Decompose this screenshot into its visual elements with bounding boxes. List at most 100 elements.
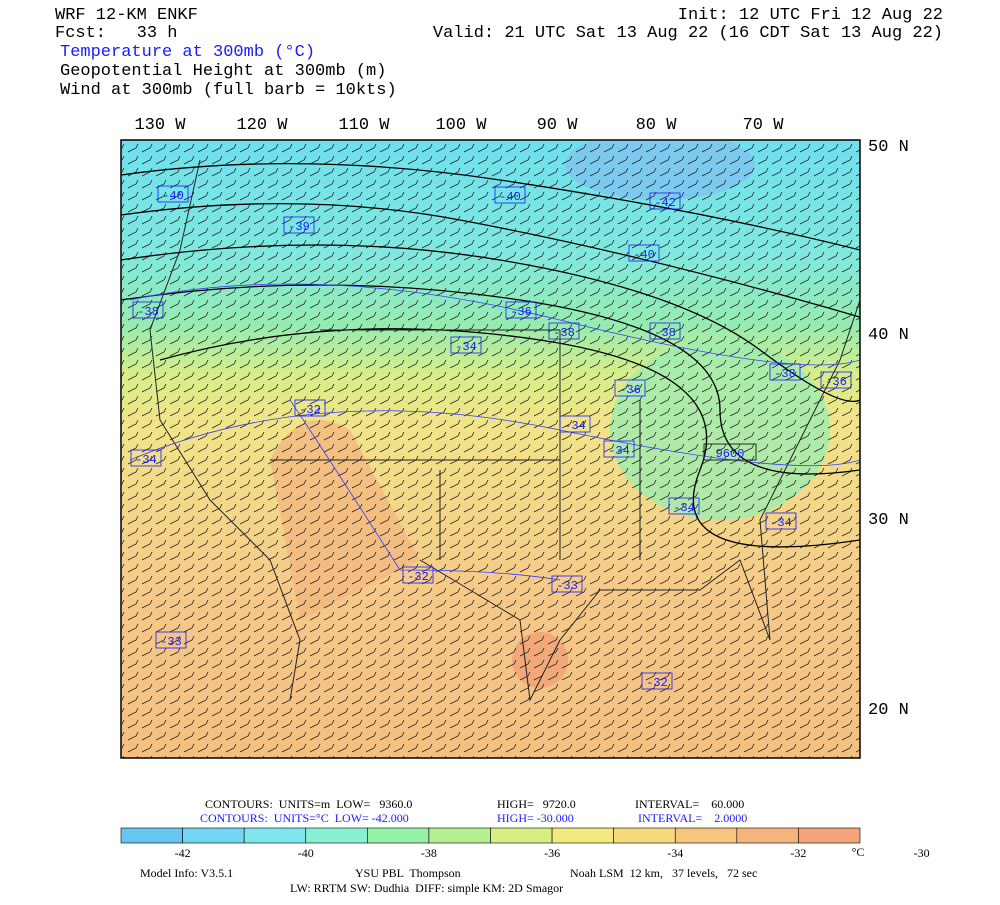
model-info: Noah LSM 12 km, 37 levels, 72 sec [570, 866, 757, 880]
temperature-contour-info: INTERVAL= 2.0000 [638, 811, 747, 825]
colorbar-swatch [305, 827, 368, 844]
contour-label-box [548, 322, 580, 340]
model-name: WRF 12-KM ENKF [55, 6, 198, 25]
colorbar: -42 -40 -38 -36 -34 -32 -30 [120, 827, 930, 860]
contour-label-box [628, 244, 660, 262]
field-title: Wind at 300mb (full barb = 10kts) [60, 81, 397, 100]
contour-label: -38 [137, 305, 159, 319]
contour-label-box [132, 301, 164, 319]
contour-label-box [551, 575, 583, 593]
colorbar-unit: °C [852, 845, 865, 859]
latitude-label: 20 N [868, 701, 909, 720]
colorbar-swatch [798, 827, 861, 844]
colorbar-swatch [674, 827, 738, 844]
colorbar-swatch [182, 827, 245, 844]
contour-label-box [614, 379, 646, 397]
colorbar-label: -42 [175, 846, 191, 860]
contour-label-box [505, 301, 537, 319]
latitude-label: 30 N [868, 511, 909, 530]
longitude-label: 110 W [338, 116, 390, 135]
contour-label: -40 [633, 248, 655, 262]
contour-label: -38 [654, 326, 676, 340]
contour-label: -39 [288, 220, 310, 234]
contour-label-box [494, 186, 526, 204]
contour-label: -33 [160, 635, 182, 649]
contour-label-box [769, 363, 801, 381]
forecast-hour: Fcst: 33 h [55, 24, 177, 43]
latitude-labels: 50 N 40 N 30 N 20 N [868, 138, 909, 720]
contour-label-box [765, 512, 797, 530]
contour-labels: -40 -39 -40 -42 -40 -38 -36 -38 -38 -34 -36 -38 -36 -… [130, 185, 852, 690]
colorbar-label: -34 [667, 846, 683, 860]
contour-label: -34 [608, 444, 630, 458]
contour-label-box [130, 449, 162, 467]
temperature-contour-info: CONTOURS: UNITS=°C LOW= -42.000 [200, 811, 409, 825]
contour-label: -40 [499, 190, 521, 204]
colorbar-swatch [551, 827, 614, 844]
colorbar-swatch [120, 827, 183, 844]
colorbar-swatch [367, 827, 430, 844]
contour-label-box [703, 443, 757, 461]
contour-label-box [283, 216, 315, 234]
contour-label-box [157, 185, 189, 203]
height-contour-info: INTERVAL= 60.000 [635, 797, 744, 811]
contour-label-box [641, 672, 673, 690]
contour-label: -33 [556, 579, 578, 593]
map-frame [120, 139, 861, 759]
contour-label-box [559, 415, 591, 433]
map-area [121, 140, 860, 758]
contour-label-box [155, 631, 187, 649]
colorbar-label: -36 [544, 846, 560, 860]
longitude-label: 120 W [236, 116, 288, 135]
colorbar-label: -30 [914, 846, 930, 860]
contour-label-box [649, 322, 681, 340]
contour-label: -34 [135, 453, 157, 467]
colorbar-label: -38 [421, 846, 437, 860]
contour-label: 9600 [716, 447, 745, 461]
contour-label: -34 [564, 419, 586, 433]
longitude-label: 130 W [134, 116, 186, 135]
contour-label-box [603, 440, 635, 458]
colorbar-swatch [613, 827, 676, 844]
model-info: YSU PBL Thompson [355, 866, 461, 880]
contour-label: -42 [654, 196, 676, 210]
contour-label: -38 [774, 367, 796, 381]
colorbar-label: -40 [298, 846, 314, 860]
latitude-label: 50 N [868, 138, 909, 157]
contour-label: -40 [162, 189, 184, 203]
contour-label: -38 [553, 326, 575, 340]
contour-label: -36 [619, 383, 641, 397]
latitude-label: 40 N [868, 326, 909, 345]
longitude-label: 100 W [435, 116, 487, 135]
field-title: Temperature at 300mb (°C) [60, 43, 315, 62]
contour-label-box [450, 336, 482, 354]
colorbar-swatch [243, 827, 307, 844]
contour-label: -34 [770, 516, 792, 530]
contour-label-box [668, 497, 700, 515]
contour-label-box [649, 192, 681, 210]
longitude-labels: 130 W 120 W 110 W 100 W 90 W 80 W 70 W [134, 116, 784, 135]
valid-time: Valid: 21 UTC Sat 13 Aug 22 (16 CDT Sat … [433, 24, 943, 43]
model-info: Model Info: V3.5.1 [140, 866, 233, 880]
temperature-contour-info: HIGH= -30.000 [497, 811, 574, 825]
longitude-label: 90 W [537, 116, 579, 135]
init-time: Init: 12 UTC Fri 12 Aug 22 [678, 6, 943, 25]
colorbar-label: -32 [790, 846, 806, 860]
contour-label: -32 [646, 676, 668, 690]
contour-label-box [294, 399, 326, 417]
field-title: Geopotential Height at 300mb (m) [60, 62, 386, 81]
contour-label: -32 [407, 570, 429, 584]
colorbar-swatch [490, 827, 553, 844]
longitude-label: 80 W [636, 116, 678, 135]
contour-label: -34 [455, 340, 477, 354]
physics-info: LW: RRTM SW: Dudhia DIFF: simple KM: 2D … [290, 881, 563, 895]
contour-label: -34 [673, 501, 695, 515]
contour-label: -32 [299, 403, 321, 417]
longitude-label: 70 W [743, 116, 785, 135]
contour-label-box [402, 566, 434, 584]
contour-label: -36 [510, 305, 532, 319]
contour-label: -36 [825, 375, 847, 389]
height-contour-info: CONTOURS: UNITS=m LOW= 9360.0 [205, 797, 412, 811]
colorbar-swatch [428, 827, 491, 844]
